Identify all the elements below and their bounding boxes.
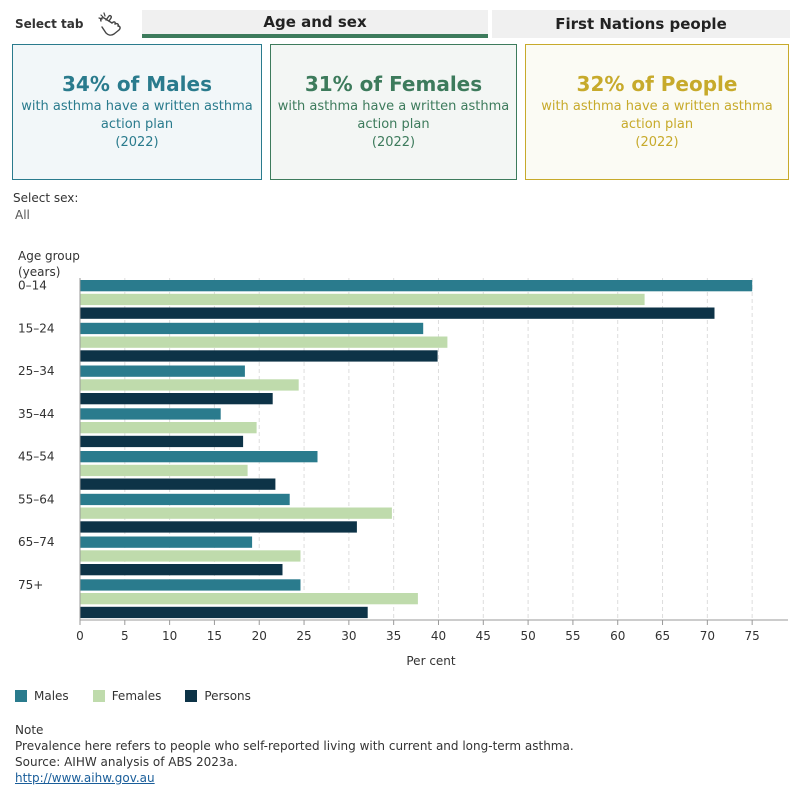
bar-females[interactable]: [80, 464, 248, 477]
bar-females[interactable]: [80, 593, 418, 605]
bar-females[interactable]: [80, 550, 301, 562]
card-headline: 32% of People: [576, 72, 738, 96]
category-label: 35–44: [18, 407, 55, 421]
legend-item-females[interactable]: Females: [92, 689, 162, 703]
bar-females[interactable]: [80, 336, 448, 348]
card-year: (2022): [371, 135, 416, 150]
bar-persons[interactable]: [80, 606, 368, 619]
select-sex-dropdown[interactable]: All: [15, 208, 30, 222]
select-sex-label: Select sex:: [13, 191, 79, 205]
bar-persons[interactable]: [80, 521, 357, 533]
bar-persons[interactable]: [80, 564, 283, 576]
bar-males[interactable]: [80, 536, 253, 548]
aihw-link[interactable]: http://www.aihw.gov.au: [15, 771, 155, 785]
bar-persons[interactable]: [80, 478, 276, 490]
legend-swatch: [92, 690, 105, 702]
x-tick-label: 65: [655, 629, 670, 643]
bar-males[interactable]: [80, 493, 290, 506]
tab-first-nations-people[interactable]: First Nations people: [492, 10, 790, 38]
people-summary-card: 32% of People with asthma have a written…: [525, 44, 789, 180]
legend-label: Males: [34, 689, 69, 703]
card-year: (2022): [635, 135, 679, 150]
card-headline: 34% of Males: [62, 72, 212, 96]
x-tick-label: 70: [700, 629, 715, 643]
tab-bar: Select tab Age and sex First Nations peo…: [0, 8, 800, 40]
x-tick-label: 30: [341, 629, 356, 643]
legend-label: Females: [111, 689, 162, 703]
bar-males[interactable]: [80, 280, 753, 292]
legend-label: Persons: [204, 689, 251, 703]
x-tick-label: 40: [431, 629, 446, 643]
bar-males[interactable]: [80, 408, 221, 420]
y-axis-title-line1: Age group: [18, 249, 80, 263]
bar-females[interactable]: [80, 379, 299, 391]
bar-chart: 0–14 15–24 25–34 35–44 45–54 55–64 65–74 75+ 0 5 1…: [18, 278, 788, 668]
legend-item-persons[interactable]: Persons: [185, 689, 251, 703]
category-label: 15–24: [18, 321, 55, 335]
x-tick-label: 25: [296, 629, 311, 643]
x-tick-label: 0: [76, 629, 84, 643]
x-tick-label: 10: [162, 629, 177, 643]
y-axis-title: Age group (years): [18, 248, 80, 280]
category-label: 55–64: [18, 492, 55, 506]
legend-swatch: [185, 690, 198, 702]
category-label: 65–74: [18, 535, 55, 549]
select-tab-label: Select tab: [15, 17, 84, 31]
x-tick-label: 50: [520, 629, 535, 643]
x-tick-label: 60: [610, 629, 625, 643]
category-label: 45–54: [18, 450, 55, 464]
bar-males[interactable]: [80, 322, 424, 335]
females-summary-card: 31% of Females with asthma have a writte…: [270, 44, 517, 180]
card-headline: 31% of Females: [304, 72, 483, 96]
x-tick-label: 55: [565, 629, 580, 643]
x-tick-label: 35: [386, 629, 401, 643]
bar-males[interactable]: [80, 579, 301, 591]
pointing-hand-icon: [98, 12, 121, 36]
bar-males[interactable]: [80, 365, 245, 377]
tab-age-and-sex[interactable]: Age and sex: [142, 10, 488, 38]
category-label: 75+: [18, 578, 43, 592]
card-text: with asthma have a written asthma action…: [277, 99, 510, 132]
card-text: with asthma have a written asthma action…: [541, 99, 773, 132]
category-label: 25–34: [18, 364, 55, 378]
bar-persons[interactable]: [80, 393, 273, 405]
bar-persons[interactable]: [80, 435, 244, 448]
x-tick-label: 45: [476, 629, 491, 643]
legend-item-males[interactable]: Males: [15, 689, 69, 703]
category-label: 0–14: [18, 279, 47, 293]
bar-males[interactable]: [80, 451, 318, 463]
card-year: (2022): [115, 135, 159, 150]
x-axis-title: Per cent: [406, 654, 456, 668]
bar-persons[interactable]: [80, 350, 438, 362]
bar-females[interactable]: [80, 422, 257, 434]
legend: Males Females Persons: [15, 688, 275, 704]
bar-females[interactable]: [80, 293, 645, 306]
footer: Note Prevalence here refers to people wh…: [15, 722, 574, 786]
x-tick-label: 75: [745, 629, 760, 643]
x-tick-label: 20: [252, 629, 267, 643]
x-tick-label: 15: [207, 629, 222, 643]
x-tick-label: 5: [121, 629, 129, 643]
y-axis-title-line2: (years): [18, 265, 61, 279]
males-summary-card: 34% of Males with asthma have a written …: [12, 44, 262, 180]
bar-females[interactable]: [80, 507, 392, 519]
bar-persons[interactable]: [80, 307, 715, 319]
note-title: Note: [15, 723, 44, 737]
legend-swatch: [15, 690, 27, 702]
source-text: Source: AIHW analysis of ABS 2023a.: [15, 755, 238, 769]
card-text: with asthma have a written asthma action…: [21, 99, 253, 132]
note-text: Prevalence here refers to people who sel…: [15, 739, 574, 753]
